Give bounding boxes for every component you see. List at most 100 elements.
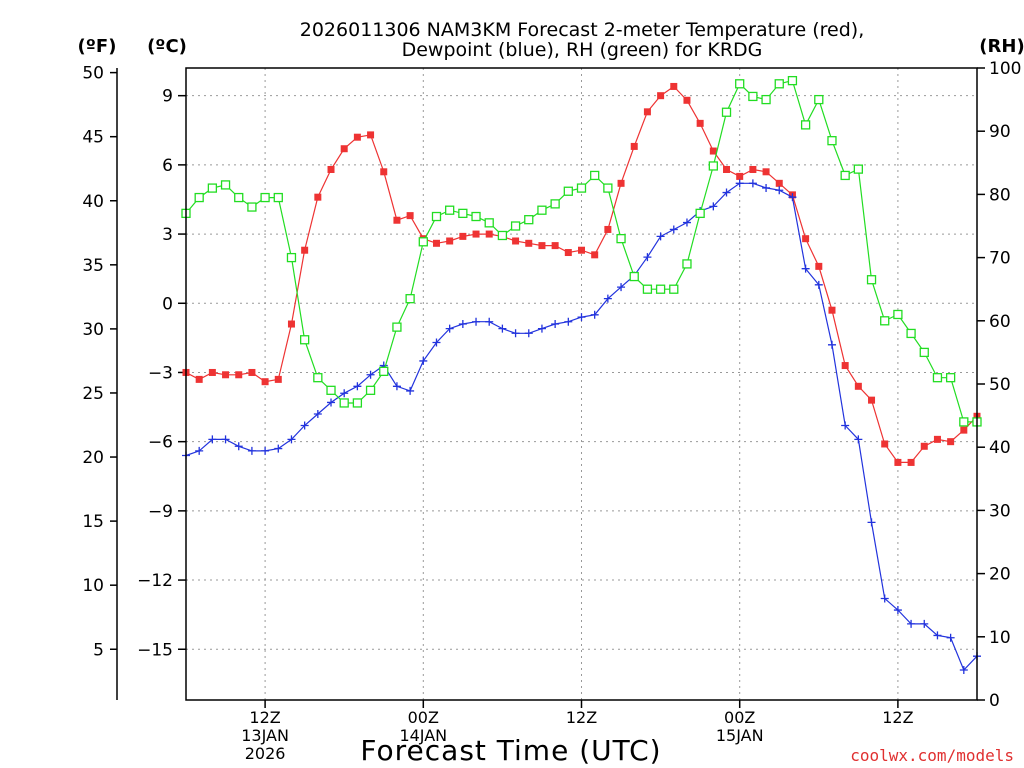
temperature-point: [353, 133, 361, 141]
fahrenheit-tick-label: 25: [82, 384, 104, 404]
temperature-point: [643, 108, 651, 116]
chart-title-line2: Dewpoint (blue), RH (green) for KRDG: [402, 39, 763, 61]
temperature-point: [551, 242, 559, 250]
dewpoint-point: [827, 340, 836, 349]
temperature-point: [841, 362, 849, 370]
temperature-point: [868, 396, 876, 404]
temperature-point: [828, 306, 836, 314]
rh-point: [629, 271, 639, 282]
rh-point: [576, 183, 587, 193]
dewpoint-point: [709, 202, 718, 211]
dewpoint-point: [643, 253, 652, 262]
rh-point: [721, 107, 732, 117]
dewpoint-point: [577, 313, 586, 322]
rh-tick-label: 90: [989, 122, 1011, 142]
plot-frame: [185, 67, 978, 701]
temperature-point: [274, 375, 282, 383]
rh-point: [537, 205, 547, 215]
rh-tick-label: 70: [989, 249, 1011, 269]
dewpoint-point: [221, 435, 230, 444]
fahrenheit-tick-label: 5: [93, 640, 104, 660]
dewpoint-point: [247, 446, 256, 455]
time-tick-label: 00Z: [408, 708, 439, 727]
dewpoint-point: [775, 186, 784, 195]
rh-point: [220, 180, 231, 190]
watermark: coolwx.com/models: [850, 746, 1014, 765]
rh-point: [510, 221, 521, 231]
rh-tick-label: 100: [989, 59, 1021, 79]
dewpoint-point: [287, 435, 296, 444]
rh-point: [695, 208, 705, 219]
dewpoint-point: [406, 386, 415, 395]
rh-point: [405, 294, 415, 304]
dewpoint-point: [854, 435, 863, 444]
rh-tick-label: 10: [989, 628, 1011, 648]
date-tick-label: 13JAN: [241, 726, 289, 745]
temperature-point: [314, 193, 322, 201]
temperature-point: [512, 237, 520, 245]
rh-point: [445, 205, 455, 215]
temperature-point: [327, 165, 335, 173]
dewpoint-point: [432, 338, 441, 347]
temperature-point: [749, 165, 757, 173]
temperature-point: [604, 225, 612, 233]
year-tick-label: 2026: [245, 744, 286, 763]
dewpoint-point: [564, 317, 573, 326]
rh-point: [431, 211, 442, 222]
celsius-tick-label: −12: [137, 571, 173, 591]
rh-point: [919, 347, 929, 358]
temperature-point: [736, 172, 744, 180]
dewpoint-point: [551, 320, 560, 329]
rh-point: [247, 202, 257, 212]
dewpoint-point: [300, 421, 309, 430]
temperature-point: [920, 442, 928, 450]
rh-point: [945, 373, 956, 383]
dewpoint-point: [234, 442, 243, 451]
celsius-tick-label: −3: [148, 363, 173, 383]
fahrenheit-tick-label: 45: [82, 128, 104, 148]
rh-point: [761, 94, 771, 105]
temperature-point: [723, 165, 731, 173]
dewpoint-point: [353, 382, 362, 391]
fahrenheit-tick-label: 15: [82, 512, 104, 532]
rh-point: [708, 161, 718, 171]
rh-point: [550, 199, 560, 209]
temperature-point: [802, 235, 810, 243]
temperature-point: [525, 239, 533, 247]
dewpoint-point: [880, 594, 889, 603]
dewpoint-point: [841, 421, 850, 430]
rh-point: [524, 215, 534, 225]
dewpoint-point: [748, 179, 757, 188]
celsius-tick-label: −9: [148, 502, 173, 522]
rh-point: [669, 284, 679, 294]
rh-tick-label: 50: [989, 375, 1011, 395]
dewpoint-point: [617, 283, 626, 292]
dewpoint-point: [472, 317, 481, 326]
rh-point: [207, 183, 218, 193]
celsius-tick-label: 0: [162, 294, 173, 314]
dewpoint-point: [603, 294, 612, 303]
rh-point: [682, 259, 692, 269]
temperature-point: [472, 230, 480, 238]
temperature-point: [933, 435, 941, 443]
rh-point: [379, 366, 389, 377]
time-tick-label: 12Z: [882, 708, 913, 727]
temperature-point: [591, 251, 599, 259]
dewpoint-point: [419, 356, 428, 365]
rh-tick-label: 40: [989, 438, 1011, 458]
x-axis-label: Forecast Time (UTC): [360, 734, 661, 767]
series-dewpoint: [182, 179, 981, 675]
rh-point: [471, 211, 481, 222]
temperature-point: [657, 92, 665, 100]
temperature-point: [340, 145, 348, 153]
temperature-point: [630, 142, 638, 150]
temperature-point: [459, 232, 467, 240]
fahrenheit-unit-label: (ºF): [78, 36, 117, 57]
temperature-point: [617, 179, 625, 187]
temperature-point: [485, 230, 493, 238]
temperature-point: [709, 147, 717, 155]
temperature-point: [301, 246, 309, 254]
series-layer: [181, 75, 982, 675]
celsius-tick-label: 6: [162, 156, 173, 176]
